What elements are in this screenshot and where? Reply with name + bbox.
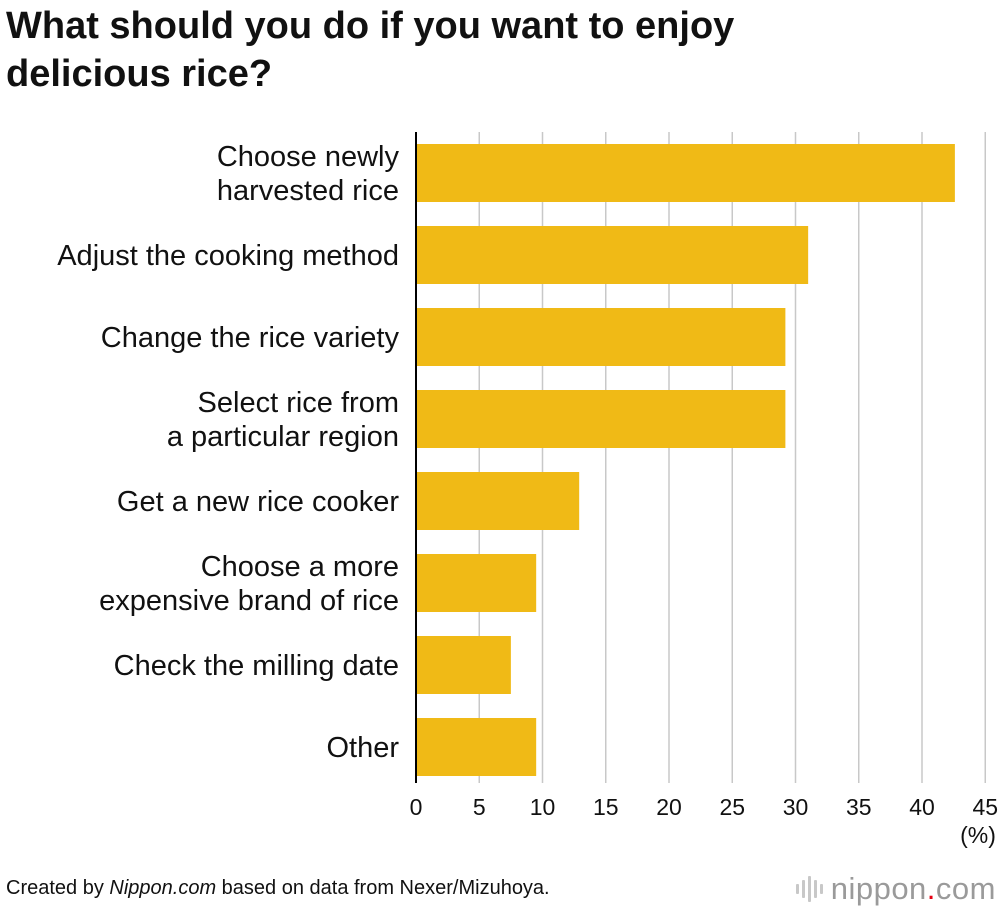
category-label: Choose newly harvested rice (217, 141, 400, 207)
logo-dot: . (926, 871, 936, 906)
chart-title: What should you do if you want to enjoy … (6, 5, 735, 95)
x-tick-label: 0 (410, 794, 423, 820)
logo-word: nippon (830, 871, 927, 906)
bar (416, 718, 537, 776)
x-tick-label: 40 (909, 794, 935, 820)
category-label-line: Check the milling date (114, 650, 399, 682)
x-tick-label: 10 (530, 794, 556, 820)
x-tick-label: 45 (972, 794, 998, 820)
x-tick-label: 15 (593, 794, 619, 820)
source-credit: Created by Nippon.com based on data from… (6, 877, 550, 900)
category-label-line: Other (326, 732, 399, 764)
bar (416, 390, 786, 448)
bar (416, 554, 537, 612)
category-label-line: Adjust the cooking method (57, 240, 399, 272)
category-label-line: expensive brand of rice (99, 585, 399, 617)
category-label-line: Select rice from (198, 387, 399, 419)
bar (416, 226, 809, 284)
x-tick-labels: 0 5 10 15 20 25 30 35 40 45 (410, 794, 998, 820)
category-label-line: Change the rice variety (101, 322, 400, 354)
credit-suffix: based on data from Nexer/Mizuhoya. (216, 877, 550, 899)
bar (416, 472, 580, 530)
nippon-logo: nippon.com (795, 871, 996, 907)
category-label-line: Choose newly (217, 141, 400, 173)
x-tick-label: 30 (783, 794, 809, 820)
bars (416, 144, 955, 776)
category-label-line: Get a new rice cooker (117, 486, 399, 518)
x-tick-label: 35 (846, 794, 872, 820)
category-label-line: a particular region (167, 421, 399, 453)
category-label: Other (326, 732, 399, 764)
category-label: Select rice from a particular region (167, 387, 399, 453)
category-label: Choose a more expensive brand of rice (99, 551, 399, 617)
category-label: Adjust the cooking method (57, 240, 399, 272)
category-label-line: harvested rice (217, 175, 399, 207)
x-unit-label: (%) (960, 822, 996, 848)
logo-text: nippon.com (831, 871, 996, 907)
credit-source-name: Nippon.com (109, 877, 217, 899)
bar (416, 144, 955, 202)
category-label: Change the rice variety (101, 322, 400, 354)
credit-prefix: Created by (6, 877, 110, 899)
logo-tld: com (935, 871, 996, 906)
bar-chart: Choose newly harvested rice Adjust the coo… (57, 132, 998, 848)
bar (416, 636, 511, 694)
category-labels: Choose newly harvested rice Adjust the coo… (57, 141, 399, 764)
category-label: Get a new rice cooker (117, 486, 399, 518)
x-tick-label: 20 (656, 794, 682, 820)
category-label-line: Choose a more (201, 551, 399, 583)
x-tick-label: 25 (719, 794, 745, 820)
category-label: Check the milling date (114, 650, 399, 682)
logo-bars-icon (795, 876, 823, 902)
x-tick-label: 5 (473, 794, 486, 820)
bar (416, 308, 786, 366)
